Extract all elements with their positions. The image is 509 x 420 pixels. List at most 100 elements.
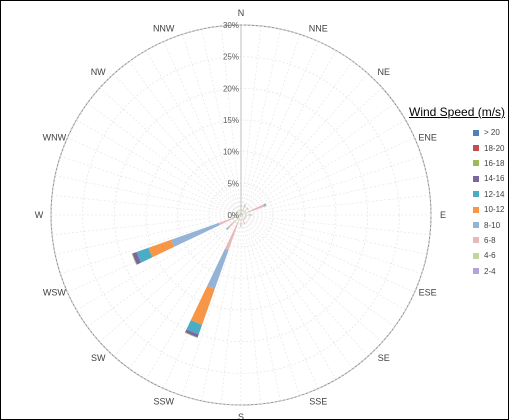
direction-label-w: W (35, 210, 44, 220)
bar-nw-46 (238, 212, 240, 214)
grid-spoke (240, 214, 337, 380)
direction-label-nw: NW (91, 67, 106, 77)
grid-spoke (99, 87, 242, 216)
direction-label-nnw: NNW (153, 23, 175, 33)
legend-item: 14-16 (406, 171, 506, 186)
bar-wsw-810 (171, 222, 220, 247)
bar-nne-24 (241, 212, 243, 215)
legend: Wind Speed (m/s) > 20 18-20 16-18 14-16 12-1… (406, 105, 506, 279)
grid-spoke (240, 156, 422, 216)
bar-ese-24 (241, 215, 243, 216)
bar-nw-24 (239, 213, 241, 215)
legend-item: 16-18 (406, 156, 506, 171)
grid-spoke (240, 214, 369, 357)
grid-spoke (240, 26, 262, 216)
grid-spoke (240, 214, 395, 327)
grid-spoke (240, 29, 281, 216)
grid-spoke (163, 41, 242, 216)
bar-nne-810 (244, 204, 246, 207)
direction-label-nne: NNE (309, 23, 328, 33)
grid-spoke (240, 41, 319, 216)
bar-ese-68 (245, 216, 247, 218)
legend-title: Wind Speed (m/s) (409, 105, 506, 119)
grid-spoke (76, 119, 242, 216)
bar-s-46 (240, 216, 242, 221)
legend-label: 2-4 (484, 266, 496, 276)
grid-spoke (240, 214, 262, 404)
direction-label-wnw: WNW (43, 133, 67, 143)
radial-tick-label: 15% (223, 116, 239, 125)
bar-wsw-1012 (148, 239, 175, 258)
grid-spoke (60, 156, 242, 216)
legend-label: 8-10 (484, 220, 501, 230)
bar-sse-24 (241, 215, 242, 217)
legend-label: 18-20 (484, 143, 505, 153)
legend-item: 4-6 (406, 248, 506, 263)
bar-nw-68 (237, 211, 239, 213)
grid-spoke (113, 73, 242, 216)
legend-swatch (473, 268, 479, 275)
radial-tick-labels: 0% 5% 10% 15% 20% 25% 30% (223, 21, 239, 220)
bar-nnw-46 (239, 211, 241, 214)
legend-swatch (473, 222, 479, 229)
legend-item: 2-4 (406, 264, 506, 279)
legend-items: > 20 18-20 16-18 14-16 12-14 10-12 8-10 6-8 4-6 2… (406, 125, 506, 279)
direction-label-sw: SW (91, 353, 106, 363)
grid-spoke (240, 61, 353, 216)
bar-ene-810 (263, 203, 267, 207)
bar-s-68 (240, 220, 242, 227)
bar-ene-46 (243, 210, 251, 215)
legend-label: 14-16 (484, 174, 505, 184)
radial-tick-label: 25% (223, 53, 239, 62)
bar-ene-68 (250, 204, 265, 212)
legend-swatch (473, 252, 479, 259)
polar-grid (50, 24, 432, 406)
legend-item: 6-8 (406, 233, 506, 248)
bar-se-68 (243, 217, 246, 220)
legend-item: > 20 (406, 125, 506, 140)
bar-sse-810 (244, 223, 246, 225)
legend-item: 10-12 (406, 202, 506, 217)
direction-label-ene: ENE (418, 133, 437, 143)
bar-ssw-1214 (186, 320, 203, 335)
legend-label: > 20 (484, 128, 500, 138)
bar-sw-46 (235, 216, 240, 221)
radial-tick-label: 20% (223, 84, 239, 93)
grid-spoke (220, 214, 242, 404)
legend-swatch (473, 175, 479, 182)
bar-ssw-68 (224, 223, 239, 251)
direction-labels: N NNE NE ENE E ESE SE SSE S SSW SW WSW W WNW NW NNW (35, 8, 446, 419)
bar-ne-68 (244, 207, 249, 212)
bar-w-68 (234, 214, 238, 216)
grid-spoke (240, 214, 430, 236)
bar-ssw-1012 (190, 285, 215, 325)
bar-sw-68 (227, 220, 236, 229)
bar-nnw-24 (240, 213, 241, 215)
bar-ssw-24 (239, 215, 241, 218)
bar-wsw-68 (218, 217, 235, 226)
bar-se-46 (242, 216, 245, 219)
legend-label: 6-8 (484, 235, 496, 245)
bar-sse-68 (242, 219, 246, 224)
bar-ene-24 (241, 213, 244, 215)
bar-e-810 (251, 214, 253, 216)
bar-sw-810 (225, 227, 229, 231)
bar-ssw-1618 (184, 332, 198, 338)
bar-se-24 (241, 215, 243, 217)
direction-label-n: N (238, 8, 245, 18)
bar-wsw-1618 (131, 253, 137, 265)
direction-label-wsw: WSW (43, 287, 66, 297)
bar-ssw-1416 (185, 329, 199, 338)
bar-wnw-68 (236, 212, 238, 214)
bar-ne-810 (247, 207, 249, 209)
grid-spoke (240, 214, 415, 293)
legend-swatch (473, 129, 479, 136)
legend-swatch (473, 145, 479, 152)
grid-spoke (240, 87, 383, 216)
bar-e-68 (247, 214, 252, 216)
radial-tick-label: 30% (223, 21, 239, 30)
legend-item: 18-20 (406, 140, 506, 155)
grid-spoke (113, 214, 242, 357)
